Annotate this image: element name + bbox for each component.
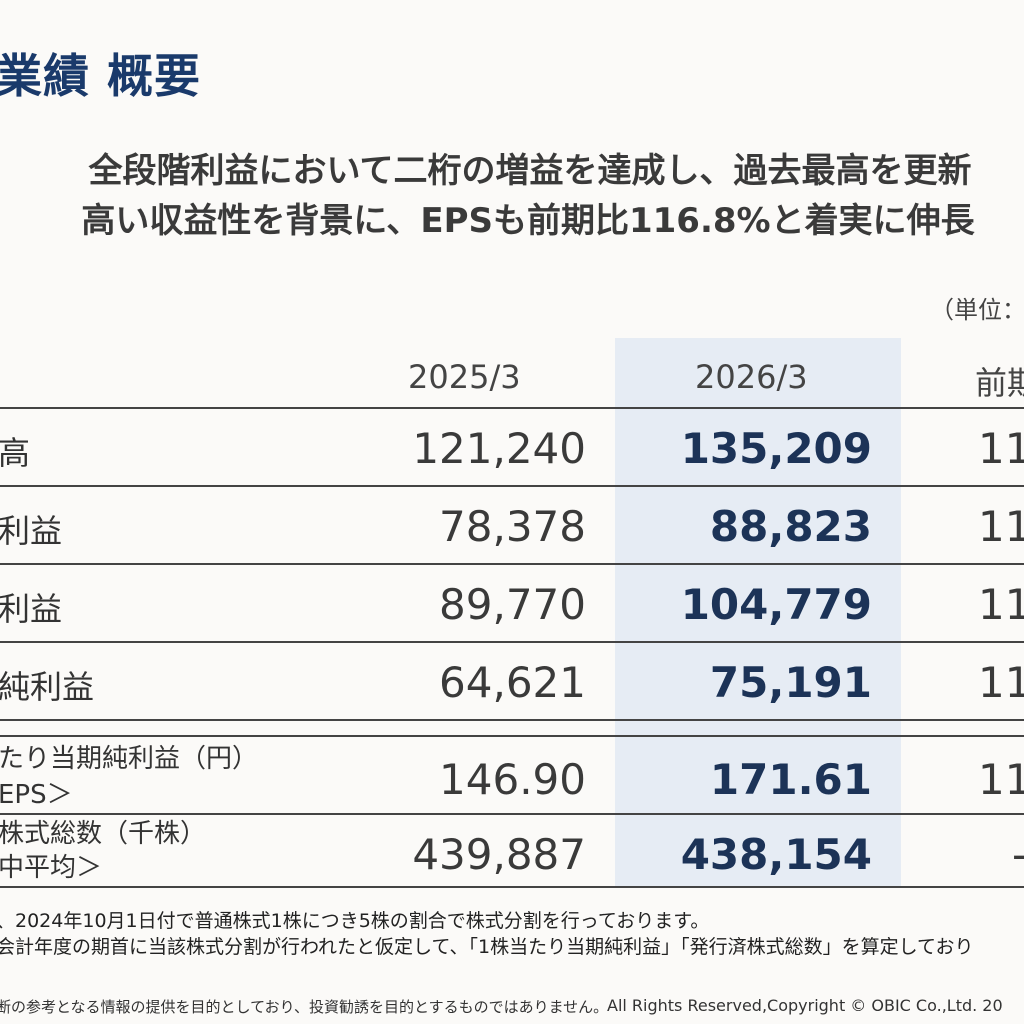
table-divider [0,407,1024,409]
value-2025: 89,770 [439,580,586,629]
row-label-line-2: EPS＞ [0,780,73,810]
table-divider [0,813,1024,815]
copyright: All Rights Reserved,Copyright © OBIC Co.… [607,996,1003,1015]
row-label: 利益 [0,512,63,550]
row-label-line-1: たり当期純利益（円） [0,744,259,774]
value-yoy: 116 [978,755,1024,804]
value-2025: 64,621 [439,658,586,707]
headline-line-2: 高い収益性を背景に、EPSも前期比116.8%と着実に伸長 [81,201,975,241]
footnote-2: 会計年度の期首に当該株式分割が行われたと仮定して、「1株当たり当期純利益」「発行… [0,936,974,958]
value-yoy: - [1012,830,1024,879]
column-header-yoy: 前期 [975,364,1024,402]
value-yoy: 113 [978,502,1024,551]
row-label-line-2: 中平均＞ [0,853,103,883]
current-year-highlight [615,338,901,886]
table-row: 利益 78,378 88,823 113 [0,486,1024,564]
table-row: 高 121,240 135,209 11 [0,408,1024,486]
table-divider [0,485,1024,487]
row-label: 純利益 [0,668,95,706]
value-2026: 75,191 [709,658,872,707]
disclaimer: 断の参考となる情報の提供を目的としており、投資勧誘を目的とするものではありません… [0,998,609,1016]
value-2026: 438,154 [680,830,872,879]
table-divider [0,886,1024,888]
table-divider [0,735,1024,737]
value-2025: 439,887 [412,830,586,879]
page-title: 業績 概要 [0,49,202,103]
row-label-line-1: 株式総数（千株） [0,819,207,849]
table-row: 利益 89,770 104,779 116 [0,564,1024,642]
table-row: 株式総数（千株） 中平均＞ 439,887 438,154 - [0,814,1024,886]
column-header-2026: 2026/3 [695,358,808,396]
table-row: たり当期純利益（円） EPS＞ 146.90 171.61 116 [0,737,1024,815]
unit-label: （単位：百 [930,296,1024,324]
table-divider [0,719,1024,721]
value-2026: 135,209 [680,424,872,473]
table-row: 純利益 64,621 75,191 116 [0,642,1024,720]
column-header-2025: 2025/3 [408,358,521,396]
value-yoy: 116 [978,580,1024,629]
headline-line-1: 全段階利益において二桁の増益を達成し、過去最高を更新 [88,151,972,191]
value-2026: 171.61 [709,755,872,804]
value-yoy: 116 [978,658,1024,707]
row-label: 高 [0,434,31,472]
value-2025: 78,378 [439,502,586,551]
value-2025: 121,240 [412,424,586,473]
footnote-1: 、2024年10月1日付で普通株式1株につき5株の割合で株式分割を行っております… [0,910,710,932]
value-2026: 104,779 [680,580,872,629]
value-2025: 146.90 [439,755,586,804]
value-2026: 88,823 [709,502,872,551]
table-divider [0,563,1024,565]
table-divider [0,641,1024,643]
value-yoy: 11 [978,424,1024,473]
row-label: 利益 [0,590,63,628]
